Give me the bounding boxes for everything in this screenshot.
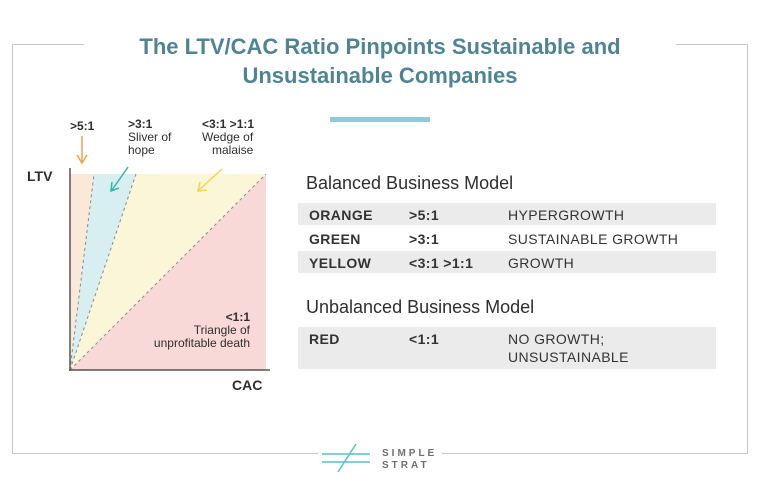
logo-line-2: STRAT xyxy=(382,460,430,471)
title-accent-bar xyxy=(330,117,430,122)
row-meaning-line-2: UNSUSTAINABLE xyxy=(508,349,629,365)
boundary-line-3 xyxy=(69,173,267,371)
red-description-2: unprofitable death xyxy=(153,336,250,350)
row-color: RED xyxy=(309,331,340,347)
red-ratio: <1:1 xyxy=(225,310,250,324)
row-meaning: SUSTAINABLE GROWTH xyxy=(508,231,679,247)
unbalanced-heading: Unbalanced Business Model xyxy=(306,297,535,317)
green-description-2: hope xyxy=(128,143,155,157)
row-ratio: >3:1 xyxy=(409,231,440,247)
row-color: YELLOW xyxy=(309,255,372,271)
label-green: >3:1 Sliver of hope xyxy=(128,118,171,157)
page-title: The LTV/CAC Ratio Pinpoints Sustainable … xyxy=(84,32,676,90)
yellow-description-1: Wedge of xyxy=(202,130,254,144)
label-red: <1:1 Triangle of unprofitable death xyxy=(120,311,250,350)
x-axis-label: CAC xyxy=(232,377,263,393)
row-meaning: NO GROWTH; UNSUSTAINABLE xyxy=(508,330,629,366)
row-meaning-line-1: NO GROWTH; xyxy=(508,331,605,347)
boundary-line-1 xyxy=(69,173,95,371)
table-row: YELLOW <3:1 >1:1 GROWTH xyxy=(298,251,716,273)
balanced-heading: Balanced Business Model xyxy=(306,173,514,193)
boundary-line-2 xyxy=(69,173,137,371)
arrow-yellow-icon xyxy=(197,168,223,192)
y-axis-label: LTV xyxy=(27,168,53,184)
row-ratio: <3:1 >1:1 xyxy=(409,255,474,271)
table-row: RED <1:1 NO GROWTH; UNSUSTAINABLE xyxy=(298,327,716,369)
red-description-1: Triangle of xyxy=(193,323,250,337)
logo-line-1: SIMPLE xyxy=(382,448,438,459)
green-ratio: >3:1 xyxy=(128,117,153,131)
table-row: GREEN >3:1 SUSTAINABLE GROWTH xyxy=(298,227,716,249)
row-color: ORANGE xyxy=(309,207,373,223)
label-yellow: <3:1 >1:1 Wedge of malaise xyxy=(202,118,254,157)
table-row: ORANGE >5:1 HYPERGROWTH xyxy=(298,203,716,225)
label-orange-ratio: >5:1 xyxy=(70,120,94,133)
yellow-description-2: malaise xyxy=(212,143,254,157)
row-ratio: >5:1 xyxy=(409,207,440,223)
orange-ratio: >5:1 xyxy=(70,119,95,133)
title-line-2: Unsustainable Companies xyxy=(242,63,518,88)
row-meaning: HYPERGROWTH xyxy=(508,207,625,223)
logo-mark-icon xyxy=(322,443,370,473)
row-meaning: GROWTH xyxy=(508,255,575,271)
row-ratio: <1:1 xyxy=(409,331,440,347)
title-line-1: The LTV/CAC Ratio Pinpoints Sustainable … xyxy=(139,34,621,59)
arrow-orange-icon xyxy=(76,136,88,165)
yellow-ratio: <3:1 >1:1 xyxy=(202,117,255,131)
green-description-1: Sliver of xyxy=(128,130,172,144)
arrow-green-icon xyxy=(110,166,129,193)
row-color: GREEN xyxy=(309,231,361,247)
simplestrat-logo: SIMPLE STRAT xyxy=(318,441,442,475)
